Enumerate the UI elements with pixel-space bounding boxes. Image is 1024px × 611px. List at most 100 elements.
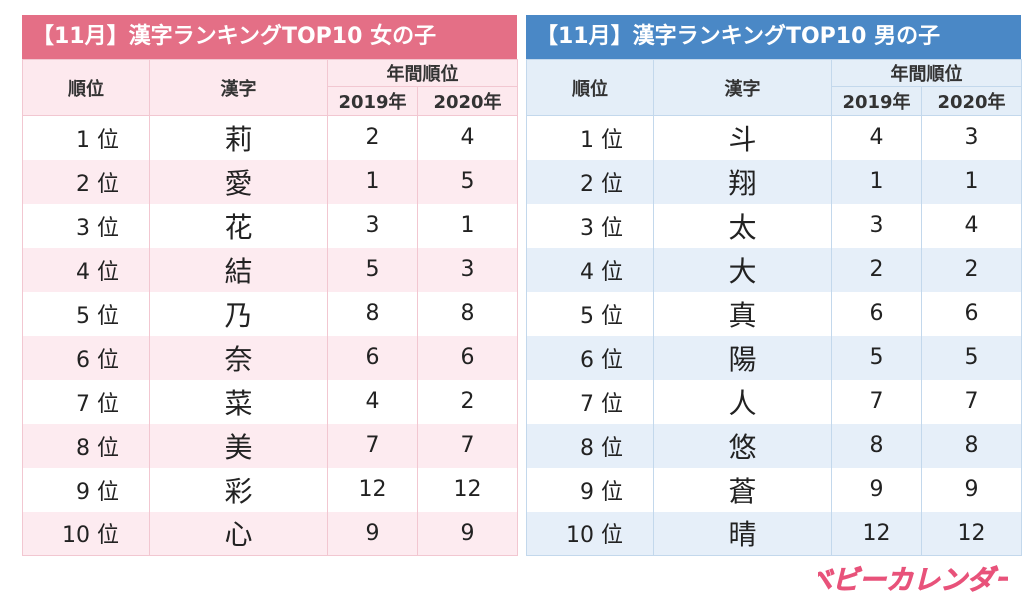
- year-2019-cell: 8: [327, 291, 418, 336]
- kanji-cell: 乃: [149, 291, 328, 336]
- year-2019-cell: 7: [831, 379, 922, 424]
- year-2019-header: 2019年: [327, 86, 418, 116]
- rank-cell: 8 位: [22, 423, 150, 468]
- kanji-cell: 奈: [149, 335, 328, 380]
- rank-cell: 4 位: [526, 247, 654, 292]
- kanji-cell: 蒼: [653, 467, 832, 512]
- kanji-cell: 大: [653, 247, 832, 292]
- rank-cell: 1 位: [22, 115, 150, 160]
- annual-rank-header: 年間順位: [831, 59, 1022, 87]
- kanji-cell: 心: [149, 511, 328, 556]
- year-2019-cell: 4: [831, 115, 922, 160]
- year-2020-cell: 2: [417, 379, 518, 424]
- kanji-cell: 人: [653, 379, 832, 424]
- year-2020-cell: 7: [417, 423, 518, 468]
- year-2020-cell: 9: [921, 467, 1022, 512]
- boys-title-banner: 【11月】漢字ランキングTOP10 男の子: [526, 15, 1021, 59]
- year-2019-cell: 7: [327, 423, 418, 468]
- kanji-cell: 陽: [653, 335, 832, 380]
- rank-cell: 9 位: [526, 467, 654, 512]
- kanji-cell: 晴: [653, 511, 832, 556]
- year-2020-cell: 7: [921, 379, 1022, 424]
- year-2019-cell: 1: [327, 159, 418, 204]
- kanji-cell: 美: [149, 423, 328, 468]
- year-2020-cell: 5: [921, 335, 1022, 380]
- table-row: 10 位晴 12 12: [526, 511, 1022, 556]
- rank-cell: 6 位: [526, 335, 654, 380]
- year-2019-cell: 8: [831, 423, 922, 468]
- year-2020-cell: 8: [921, 423, 1022, 468]
- year-2020-cell: 4: [921, 203, 1022, 248]
- kanji-cell: 菜: [149, 379, 328, 424]
- year-2020-cell: 3: [921, 115, 1022, 160]
- kanji-cell: 莉: [149, 115, 328, 160]
- kanji-cell: 翔: [653, 159, 832, 204]
- year-2020-cell: 5: [417, 159, 518, 204]
- year-2019-cell: 12: [327, 467, 418, 512]
- table-row: 9 位彩 12 12: [22, 467, 518, 512]
- year-2020-cell: 8: [417, 291, 518, 336]
- kanji-cell: 愛: [149, 159, 328, 204]
- year-2019-cell: 9: [831, 467, 922, 512]
- year-2020-cell: 6: [417, 335, 518, 380]
- year-2020-cell: 12: [417, 467, 518, 512]
- year-2019-cell: 3: [327, 203, 418, 248]
- year-2020-header: 2020年: [417, 86, 518, 116]
- kanji-header: 漢字: [653, 59, 832, 116]
- year-2019-cell: 4: [327, 379, 418, 424]
- rank-cell: 7 位: [22, 379, 150, 424]
- rank-cell: 5 位: [22, 291, 150, 336]
- rank-cell: 1 位: [526, 115, 654, 160]
- rank-header: 順位: [22, 59, 150, 116]
- rank-cell: 3 位: [526, 203, 654, 248]
- baby-calendar-logo: ベビーカレンダー: [818, 565, 1008, 597]
- rank-cell: 2 位: [526, 159, 654, 204]
- logo-text: ベビーカレンダー: [818, 565, 1008, 596]
- kanji-cell: 彩: [149, 467, 328, 512]
- rank-cell: 8 位: [526, 423, 654, 468]
- year-2019-cell: 2: [327, 115, 418, 160]
- year-2019-cell: 2: [831, 247, 922, 292]
- kanji-header: 漢字: [149, 59, 328, 116]
- year-2020-cell: 2: [921, 247, 1022, 292]
- year-2020-cell: 4: [417, 115, 518, 160]
- year-2019-cell: 6: [831, 291, 922, 336]
- rank-cell: 7 位: [526, 379, 654, 424]
- rank-cell: 10 位: [526, 511, 654, 556]
- rank-cell: 2 位: [22, 159, 150, 204]
- year-2020-cell: 12: [921, 511, 1022, 556]
- boys-ranking-panel: 【11月】漢字ランキングTOP10 男の子 順位 漢字 年間順位 2019年 2…: [526, 15, 1022, 556]
- girls-title-banner: 【11月】漢字ランキングTOP10 女の子: [22, 15, 517, 59]
- year-2020-cell: 1: [921, 159, 1022, 204]
- girls-ranking-panel: 【11月】漢字ランキングTOP10 女の子 順位 漢字 年間順位 2019年 2…: [22, 15, 518, 556]
- year-2020-header: 2020年: [921, 86, 1022, 116]
- rank-cell: 4 位: [22, 247, 150, 292]
- year-2020-cell: 6: [921, 291, 1022, 336]
- year-2019-cell: 9: [327, 511, 418, 556]
- year-2020-cell: 3: [417, 247, 518, 292]
- kanji-cell: 結: [149, 247, 328, 292]
- year-2019-cell: 12: [831, 511, 922, 556]
- rank-cell: 6 位: [22, 335, 150, 380]
- kanji-cell: 花: [149, 203, 328, 248]
- kanji-cell: 真: [653, 291, 832, 336]
- year-2019-cell: 5: [831, 335, 922, 380]
